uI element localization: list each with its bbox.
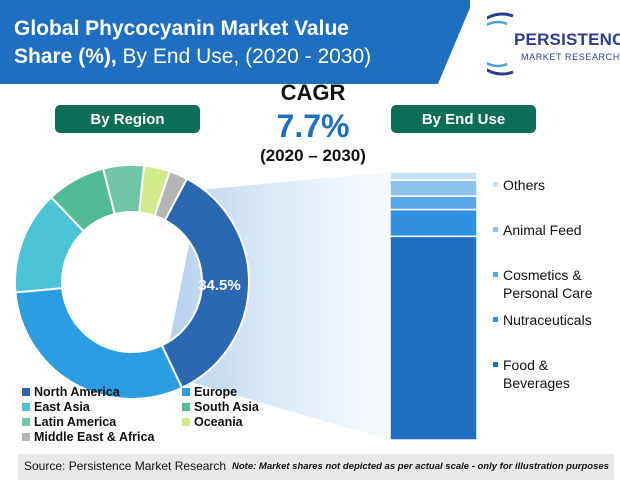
- legend-item-middle-east-and-africa: Middle East & Africa: [22, 430, 154, 444]
- end-use-label-text: Others: [503, 177, 546, 193]
- donut-slice-middle-east-and-africa: [153, 169, 189, 222]
- legend-swatch: [22, 388, 30, 396]
- legend-item-oceania: Oceania: [182, 415, 243, 429]
- end-use-marker-nutraceuticals: [493, 317, 498, 322]
- header-banner: Global Phycocyanin Market Value Share (%…: [0, 0, 620, 84]
- end-use-stacked-bar: [389, 171, 478, 441]
- legend-item-latin-america: Latin America: [22, 415, 116, 429]
- cagr-label: CAGR: [280, 80, 346, 105]
- end-use-label-text: Personal Care: [503, 285, 593, 301]
- chart-title-bold: Share (%),: [14, 45, 117, 68]
- logo-name: PERSISTENCE: [514, 30, 620, 49]
- cagr-period: (2020 – 2030): [260, 146, 366, 165]
- legend-item-south-asia: South Asia: [182, 400, 259, 414]
- end-use-label-food-and-beverages: Food & Beverages: [493, 356, 570, 392]
- end-use-marker-others: [493, 182, 498, 187]
- bar-segment-others: [389, 171, 478, 181]
- end-use-marker-food-and-beverages: [493, 362, 498, 367]
- end-use-label-others: Others: [493, 176, 545, 194]
- by-region-label: By Region: [55, 105, 200, 133]
- end-use-marker-cosmetics-and-personal-care: [493, 272, 498, 277]
- legend-swatch: [182, 388, 190, 396]
- chart-title-rest: By End Use, (2020 - 2030): [116, 45, 372, 68]
- by-end-use-label: By End Use: [391, 105, 536, 133]
- legend-label: Latin America: [34, 415, 117, 429]
- logo-tagline: MARKET RESEARCH: [521, 52, 620, 62]
- donut-slice-north-america: [160, 177, 250, 390]
- donut-slice-europe: [14, 287, 184, 400]
- note-text: Note: Market shares not depicted as per …: [232, 461, 609, 472]
- end-use-marker-animal-feed: [493, 227, 498, 232]
- legend-label: Oceania: [194, 415, 243, 429]
- end-use-label-text: Nutraceuticals: [503, 312, 592, 328]
- legend-label: Europe: [194, 385, 238, 399]
- legend-swatch: [22, 433, 30, 441]
- legend-swatch: [22, 403, 30, 411]
- legend-label: North America: [34, 385, 120, 399]
- region-donut-chart: 34.5%: [14, 164, 250, 400]
- bar-segment-food-and-beverages: [389, 235, 478, 441]
- footer: Source: Persistence Market Research Note…: [18, 454, 614, 480]
- end-use-label-text: Food &: [503, 357, 549, 373]
- source-text: Source: Persistence Market Research: [24, 459, 227, 473]
- legend-item-europe: Europe: [182, 385, 237, 399]
- legend-item-east-asia: East Asia: [22, 400, 90, 414]
- legend-label: Middle East & Africa: [34, 430, 155, 444]
- end-use-label-text: Beverages: [503, 375, 570, 391]
- persistence-logo-icon: [487, 12, 514, 76]
- legend-label: South Asia: [194, 400, 259, 414]
- header-banner-shape: [0, 0, 620, 84]
- bar-segment-nutraceuticals: [389, 208, 478, 238]
- legend-label: East Asia: [34, 400, 90, 414]
- end-use-label-nutraceuticals: Nutraceuticals: [493, 311, 592, 329]
- bar-segment-animal-feed: [389, 179, 478, 197]
- bar-segment-cosmetics-and-personal-care: [389, 195, 478, 211]
- donut-data-label-north-america: 34.5%: [198, 277, 241, 294]
- chart-title-line-2: Share (%), By End Use, (2020 - 2030): [14, 44, 371, 70]
- legend-swatch: [22, 418, 30, 426]
- end-use-label-text: Cosmetics &: [503, 267, 582, 283]
- legend-swatch: [182, 403, 190, 411]
- chart-title-line-1: Global Phycocyanin Market Value: [14, 17, 349, 40]
- legend-swatch: [182, 418, 190, 426]
- end-use-label-cosmetics-and-personal-care: Cosmetics & Personal Care: [493, 266, 593, 302]
- cagr-value: 7.7%: [276, 108, 350, 144]
- end-use-label-text: Animal Feed: [503, 222, 582, 238]
- legend-item-north-america: North America: [22, 385, 120, 399]
- end-use-label-animal-feed: Animal Feed: [493, 221, 582, 239]
